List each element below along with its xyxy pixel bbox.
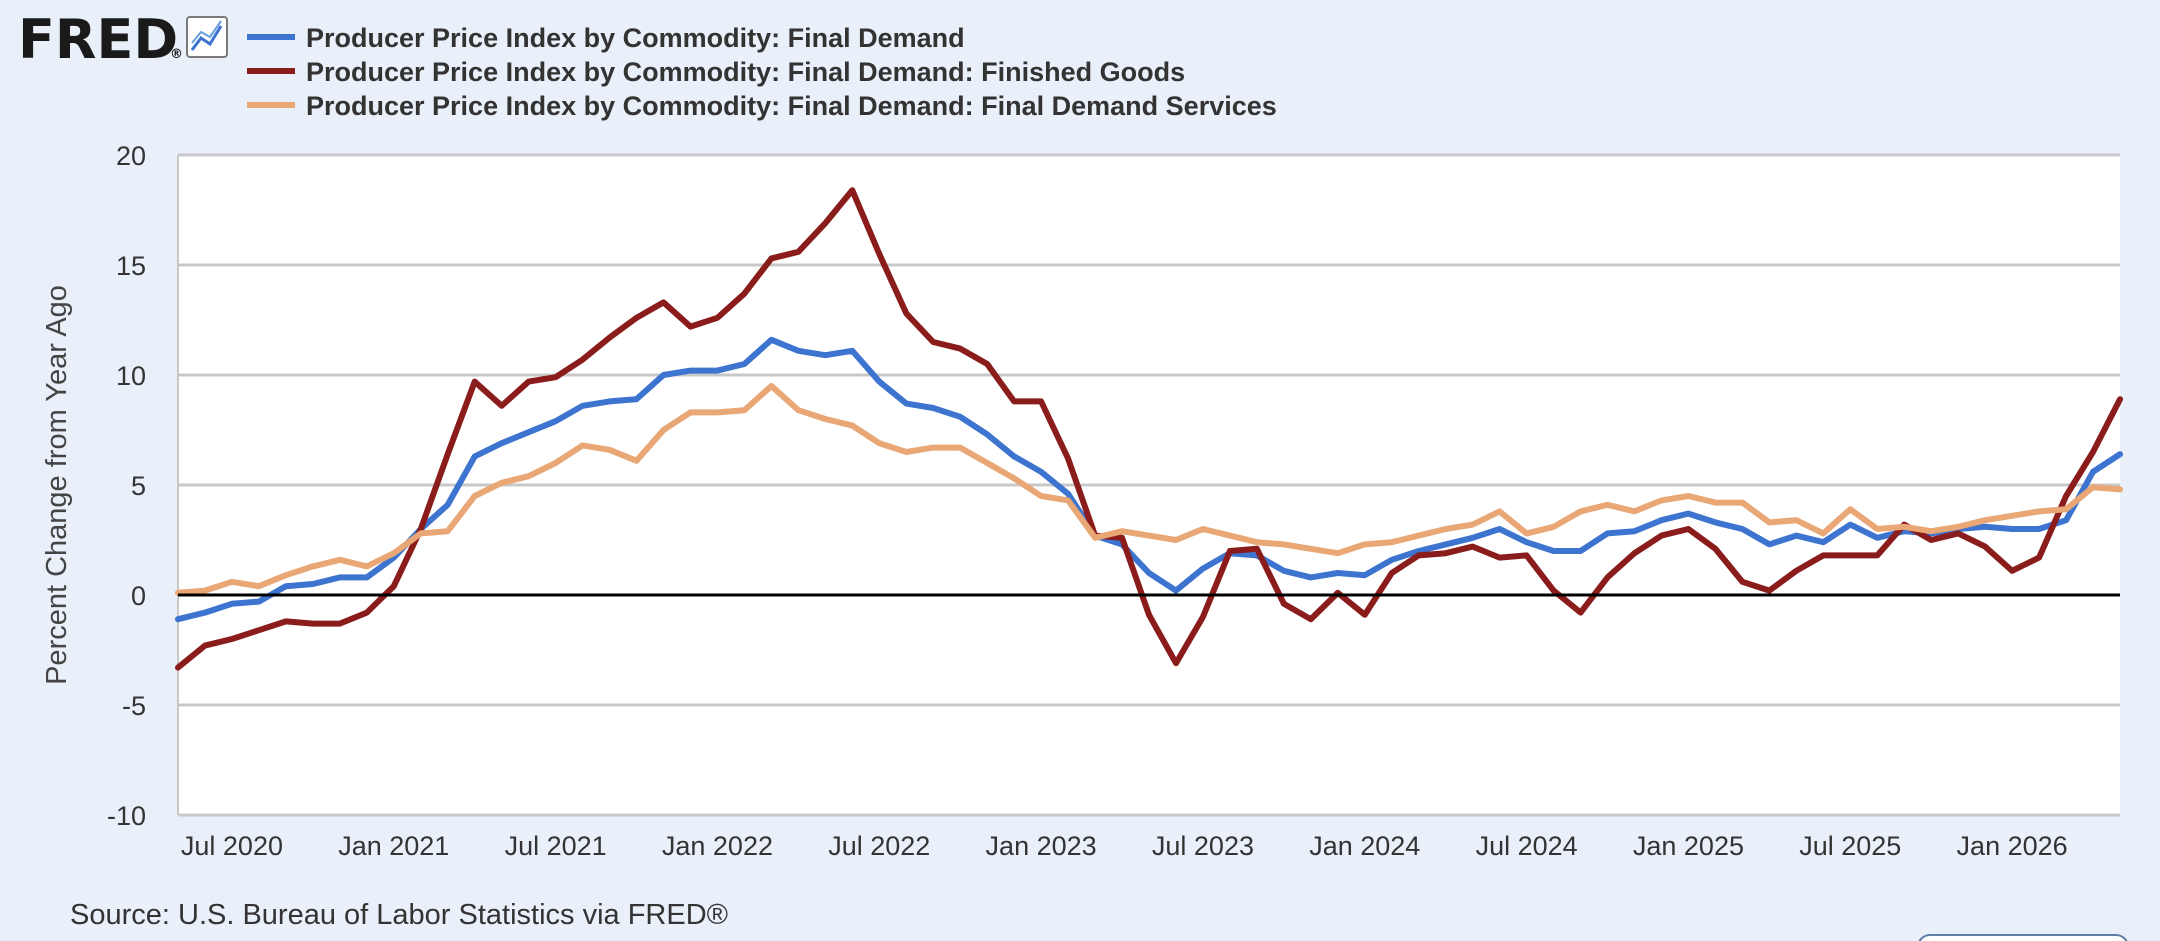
source-note: Source: U.S. Bureau of Labor Statistics … [70,899,728,931]
x-tick-label: Jul 2020 [181,831,283,861]
fred-logo-text: FRED [18,8,178,71]
legend-label-3: Producer Price Index by Commodity: Final… [306,91,1277,121]
edit-graph-button[interactable] [1918,934,2128,941]
legend: Producer Price Index by Commodity: Final… [247,23,1277,121]
x-tick-label: Jan 2023 [986,831,1097,861]
x-tick-label: Jan 2021 [338,831,449,861]
y-axis-ticks: -10 -5 0 5 10 15 20 [107,141,146,831]
y-tick-label: 10 [116,361,146,391]
line-chart-icon[interactable] [186,16,228,58]
series-line-3 [175,383,2123,596]
y-axis-title: Percent Change from Year Ago [41,285,73,685]
legend-label-2: Producer Price Index by Commodity: Final… [306,57,1185,87]
x-tick-label: Jul 2023 [1152,831,1254,861]
series-lines [175,187,2123,671]
y-tick-label: 15 [116,251,146,281]
x-tick-label: Jul 2021 [505,831,607,861]
y-tick-label: 5 [131,471,146,501]
gridlines [178,153,2120,817]
y-tick-label: 0 [131,581,146,611]
x-tick-label: Jan 2026 [1957,831,2068,861]
y-tick-label: -10 [107,801,146,831]
y-tick-label: -5 [122,691,146,721]
fred-logo-registered: ® [170,47,183,62]
legend-label-1: Producer Price Index by Commodity: Final… [306,23,965,53]
fred-logo[interactable]: FRED ® [18,8,183,71]
x-tick-label: Jan 2024 [1309,831,1420,861]
series-line-2 [175,187,2123,671]
x-tick-label: Jan 2025 [1633,831,1744,861]
y-tick-label: 20 [116,141,146,171]
x-tick-label: Jul 2022 [828,831,930,861]
x-axis-ticks: Jul 2020 Jan 2021 Jul 2021 Jan 2022 Jul 2022… [181,831,2068,861]
x-tick-label: Jan 2022 [662,831,773,861]
series-line-1 [175,336,2123,623]
x-tick-label: Jul 2024 [1476,831,1578,861]
x-tick-label: Jul 2025 [1799,831,1901,861]
